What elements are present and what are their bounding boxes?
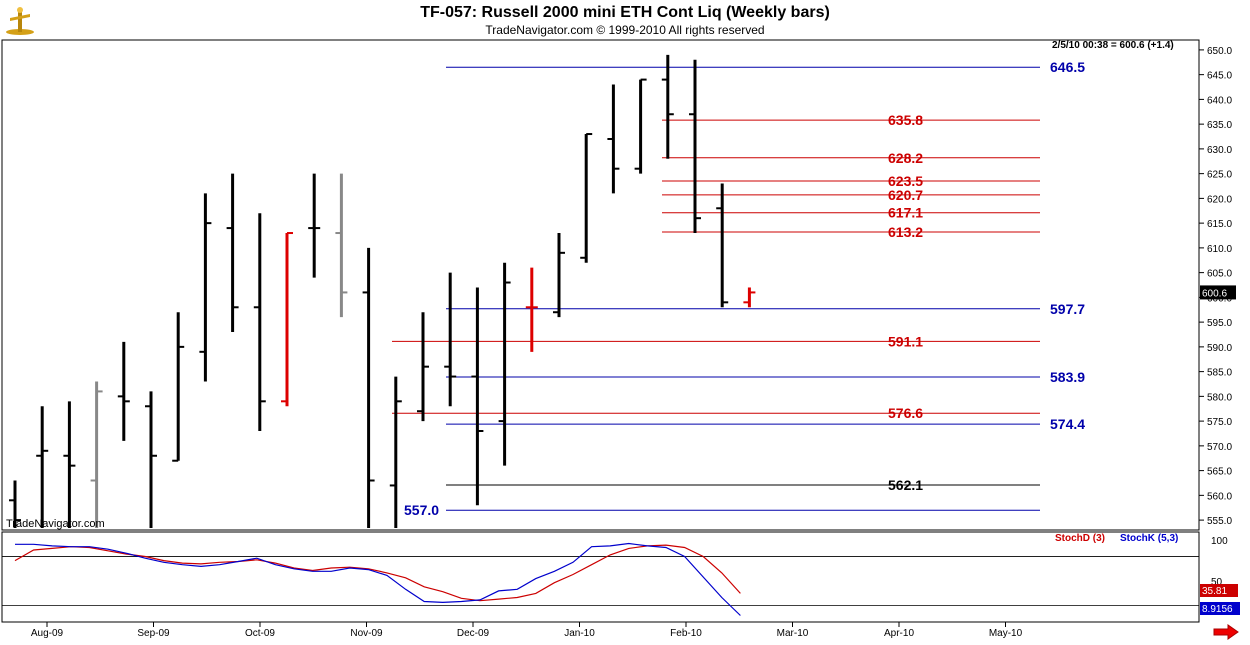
price-tick-label: 650.0 xyxy=(1207,46,1232,57)
stoch-d-value: 35.81 xyxy=(1202,586,1227,597)
price-tick-label: 575.0 xyxy=(1207,417,1232,428)
stoch-d-badge xyxy=(1200,584,1238,597)
trade-navigator-logo-icon xyxy=(4,4,36,36)
level-label: 646.5 xyxy=(1050,59,1085,75)
last-price-label: 600.6 xyxy=(1202,288,1227,299)
price-panel-frame xyxy=(1,39,1200,531)
x-tick-label: Nov-09 xyxy=(350,628,383,639)
stochastic-panel-frame xyxy=(1,531,1200,623)
price-tick-label: 625.0 xyxy=(1207,170,1232,181)
stoch-k-legend: StochK (5,3) xyxy=(1120,533,1178,544)
level-label: 628.2 xyxy=(888,150,923,166)
level-label: 597.7 xyxy=(1050,301,1085,317)
x-tick-label: Jan-10 xyxy=(564,628,595,639)
stoch-tick-label: 100 xyxy=(1211,536,1228,547)
level-label: 635.8 xyxy=(888,112,923,128)
price-tick-label: 580.0 xyxy=(1207,392,1232,403)
stoch-tick-label: 50 xyxy=(1211,577,1223,588)
last-price-badge xyxy=(1200,285,1236,300)
stoch-k-badge xyxy=(1200,602,1240,615)
x-tick-label: Apr-10 xyxy=(884,628,914,639)
price-tick-label: 635.0 xyxy=(1207,120,1232,131)
x-tick-label: Oct-09 xyxy=(245,628,275,639)
last-quote: 2/5/10 00:38 = 600.6 (+1.4) xyxy=(1052,40,1174,51)
x-tick-label: Aug-09 xyxy=(31,628,64,639)
stoch-k-value: 8.9156 xyxy=(1202,604,1233,615)
x-tick-label: Mar-10 xyxy=(777,628,809,639)
price-tick-label: 560.0 xyxy=(1207,491,1232,502)
level-label: 617.1 xyxy=(888,205,923,221)
price-tick-label: 630.0 xyxy=(1207,145,1232,156)
level-label: 574.4 xyxy=(1050,416,1085,432)
scroll-right-arrow-icon[interactable] xyxy=(1212,624,1240,640)
price-tick-label: 640.0 xyxy=(1207,95,1232,106)
price-tick-label: 595.0 xyxy=(1207,318,1232,329)
x-tick-label: Dec-09 xyxy=(457,628,490,639)
x-tick-label: Sep-09 xyxy=(137,628,170,639)
level-label: 583.9 xyxy=(1050,369,1085,385)
price-tick-label: 605.0 xyxy=(1207,269,1232,280)
chart-title: TF-057: Russell 2000 mini ETH Cont Liq (… xyxy=(420,4,830,21)
price-tick-label: 585.0 xyxy=(1207,368,1232,379)
level-label: 591.1 xyxy=(888,333,923,349)
level-label: 562.1 xyxy=(888,477,923,493)
price-tick-label: 565.0 xyxy=(1207,467,1232,478)
copyright-text: TradeNavigator.com © 1999-2010 All right… xyxy=(485,23,765,37)
level-label: 613.2 xyxy=(888,224,923,240)
x-tick-label: Feb-10 xyxy=(670,628,702,639)
price-tick-label: 555.0 xyxy=(1207,516,1232,527)
level-label: 557.0 xyxy=(404,502,439,518)
price-tick-label: 570.0 xyxy=(1207,442,1232,453)
stoch-d-legend: StochD (3) xyxy=(1055,533,1105,544)
level-label: 623.5 xyxy=(888,173,923,189)
x-tick-label: May-10 xyxy=(989,628,1023,639)
price-tick-label: 615.0 xyxy=(1207,219,1232,230)
stoch-k-line xyxy=(15,542,741,616)
level-label: 576.6 xyxy=(888,405,923,421)
price-tick-label: 590.0 xyxy=(1207,343,1232,354)
chart-header: TF-057: Russell 2000 mini ETH Cont Liq (… xyxy=(0,0,1250,40)
level-label: 620.7 xyxy=(888,187,923,203)
price-tick-label: 645.0 xyxy=(1207,71,1232,82)
watermark: TradeNavigator.com xyxy=(6,518,105,530)
price-tick-label: 610.0 xyxy=(1207,244,1232,255)
price-tick-label: 620.0 xyxy=(1207,194,1232,205)
